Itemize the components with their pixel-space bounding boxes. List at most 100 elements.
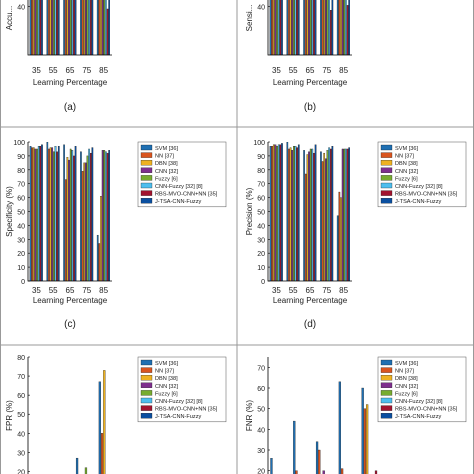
- y-tick-label: 100: [253, 140, 265, 147]
- legend-swatch: [140, 190, 153, 196]
- bar-b-series8-lp35: [281, 0, 283, 55]
- y-tick-label: 30: [17, 237, 25, 244]
- bar-c-series5-lp75: [86, 155, 89, 281]
- bar-a-series3-lp35: [32, 0, 35, 55]
- bar-a-series1-lp55: [46, 0, 49, 55]
- legend-swatch: [140, 390, 153, 396]
- bar-d-series2-lp55: [288, 148, 290, 281]
- bar-d-series3-lp65: [306, 154, 309, 281]
- legend-swatch: [140, 198, 153, 204]
- bar-c-series4-lp65: [68, 159, 70, 281]
- bar-a-series3-lp55: [49, 0, 52, 55]
- legend: SVM [36] NN [37]DBN [38] CNN [32]Fuzzy [6]…: [377, 356, 467, 423]
- bars-group: [269, 0, 351, 55]
- bar-f-series1-lp55: [293, 420, 296, 474]
- bar-c-series8-lp55: [57, 146, 60, 281]
- legend-label: CNN-Fuzzy [32] [8]: [395, 399, 443, 405]
- y-axis-label: Precision (%): [245, 187, 254, 235]
- bar-f-series2-lp75: [340, 468, 344, 474]
- bar-c-series3-lp65: [66, 157, 69, 281]
- bar-f-series3-lp85: [365, 404, 369, 474]
- bar-f-series1-lp65: [315, 441, 319, 474]
- x-tick-label: 55: [49, 286, 58, 295]
- axis-lines: [27, 0, 112, 56]
- bar-a-series7-lp35: [39, 0, 42, 55]
- y-tick-label: 60: [17, 196, 25, 203]
- legend-swatch: [380, 413, 393, 419]
- bar-c-series5-lp35: [36, 148, 38, 281]
- bar-b-series7-lp65: [313, 0, 315, 55]
- bar-a-series5-lp75: [86, 0, 89, 55]
- bar-b-series3-lp35: [272, 0, 275, 55]
- bar-c-series1-lp35: [29, 146, 32, 281]
- legend: SVM [36] NN [37]DBN [38] CNN [32]Fuzzy [6]…: [137, 356, 227, 423]
- y-tick-label: 50: [17, 210, 25, 217]
- x-tick-label: 65: [306, 66, 315, 75]
- bar-d-series7-lp55: [296, 147, 298, 281]
- y-tick-label: 10: [17, 265, 25, 272]
- bar-f-series1-lp85: [361, 387, 364, 474]
- bar-b-series8-lp65: [314, 0, 317, 55]
- x-tick-label: 35: [272, 286, 281, 295]
- bar-d-series2-lp35: [271, 146, 273, 281]
- bar-a-series5-lp35: [36, 0, 38, 55]
- bar-d-series3-lp35: [272, 144, 275, 281]
- bar-a-series8-lp85: [108, 0, 111, 55]
- bar-d-series4-lp65: [308, 151, 310, 281]
- bar-a-series8-lp75: [91, 0, 94, 55]
- bar-e-series3-lp75: [103, 370, 106, 474]
- bar-f-series4-lp65: [322, 470, 325, 474]
- bar-a-series6-lp55: [54, 0, 57, 55]
- legend-label: Fuzzy [6]: [155, 176, 178, 182]
- bar-d-series7-lp65: [313, 152, 315, 281]
- bar-b-series1-lp35: [269, 0, 272, 55]
- y-tick-label: 30: [257, 448, 265, 455]
- bars-group: [270, 381, 378, 474]
- bars-group: [269, 142, 351, 281]
- legend-label: RBS-MVO-CNN+NN [35]: [155, 407, 218, 413]
- bar-b-series3-lp75: [323, 0, 326, 55]
- bar-d-series2-lp65: [304, 173, 307, 281]
- y-tick-label: 20: [257, 251, 265, 258]
- bar-d-series4-lp75: [325, 158, 327, 281]
- legend-swatch: [380, 152, 393, 158]
- y-tick-label: 70: [17, 374, 25, 381]
- bar-c-series2-lp65: [64, 179, 67, 281]
- bar-d-series8-lp75: [331, 146, 334, 281]
- legend-label: RBS-MVO-CNN+NN [35]: [395, 192, 458, 198]
- legend-swatch: [140, 160, 153, 166]
- axis-lines: [267, 0, 352, 56]
- bar-a-series8-lp35: [41, 0, 43, 55]
- bar-b-series5-lp35: [276, 0, 278, 55]
- bar-d-series8-lp65: [314, 144, 317, 281]
- legend-label: Fuzzy [6]: [395, 391, 418, 397]
- bar-a-series8-lp65: [74, 0, 77, 55]
- bar-a-series2-lp75: [81, 0, 84, 55]
- bar-a-series3-lp65: [66, 0, 69, 55]
- y-tick-label: 60: [257, 196, 265, 203]
- x-tick-label: 85: [339, 286, 348, 295]
- y-tick-label: 90: [257, 154, 265, 161]
- bar-c-series8-lp75: [91, 147, 94, 281]
- bar-a-series1-lp65: [63, 0, 65, 55]
- legend-swatch: [140, 182, 153, 189]
- bar-b-series2-lp35: [271, 0, 273, 55]
- legend-swatch: [380, 144, 393, 151]
- bar-e-series2-lp75: [100, 433, 104, 474]
- y-tick-label: 50: [257, 407, 265, 414]
- bar-d-series5-lp55: [293, 146, 295, 281]
- panel-label: (c): [64, 319, 76, 330]
- bar-d-series5-lp35: [276, 146, 278, 281]
- bar-a-series4-lp75: [85, 0, 87, 55]
- legend-label: RBS-MVO-CNN+NN [35]: [395, 407, 458, 413]
- bars-group: [29, 0, 111, 55]
- x-tick-label: 35: [32, 286, 41, 295]
- y-tick-label: 20: [17, 469, 25, 474]
- axis-lines: [27, 357, 29, 474]
- bars-group: [29, 142, 111, 281]
- bar-d-series1-lp55: [286, 142, 289, 281]
- y-tick-label: 40: [257, 427, 265, 434]
- bar-d-series4-lp35: [274, 144, 277, 281]
- legend-swatch: [380, 167, 393, 173]
